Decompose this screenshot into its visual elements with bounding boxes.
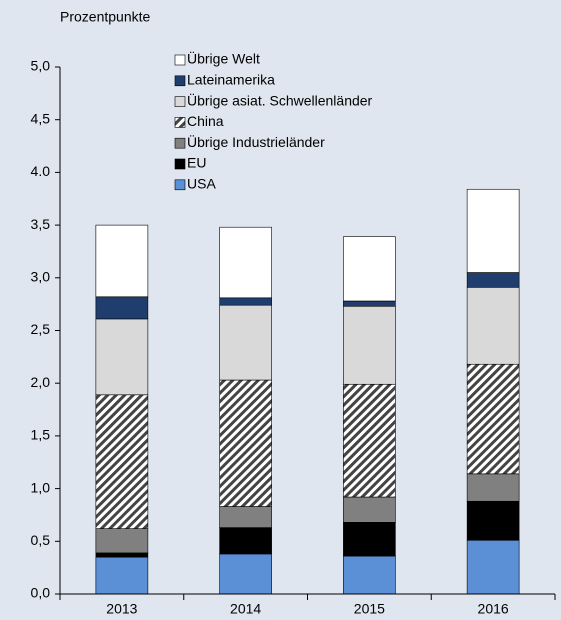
y-tick-label: 2,5 <box>31 321 51 337</box>
y-tick-label: 1,0 <box>31 479 51 495</box>
legend-swatch <box>174 75 186 87</box>
bar-segment <box>95 552 149 558</box>
x-tick-label: 2014 <box>230 601 261 617</box>
bar-segment <box>219 304 272 381</box>
y-tick-label: 5,0 <box>31 58 51 74</box>
bar-segment <box>343 496 396 523</box>
bar-segment <box>343 305 396 385</box>
bar-segment <box>466 286 520 365</box>
bar-segment <box>95 394 149 529</box>
y-tick-label: 0,5 <box>31 532 51 548</box>
legend-swatch <box>174 137 186 149</box>
legend-label: EU <box>187 155 206 171</box>
bar-segment <box>219 553 272 595</box>
x-tick-label: 2015 <box>354 601 385 617</box>
bar-segment <box>219 379 272 507</box>
legend-swatch <box>174 179 186 191</box>
legend-label: Übrige Welt <box>187 50 260 67</box>
bar-segment <box>95 528 149 554</box>
legend-swatch <box>174 54 186 66</box>
legend-label: USA <box>187 176 216 192</box>
bar-segment <box>219 506 272 528</box>
y-tick-label: 1,5 <box>31 427 51 443</box>
bar-segment <box>95 224 149 298</box>
bar-segment <box>343 300 396 307</box>
legend-label: Lateinamerika <box>187 72 275 88</box>
y-tick-label: 3,0 <box>31 269 51 285</box>
y-tick-label: 4.0 <box>31 163 51 179</box>
bar-segment <box>343 522 396 557</box>
y-axis-title: Prozentpunkte <box>60 9 150 25</box>
bar-segment <box>466 473 520 502</box>
bar-segment <box>95 296 149 320</box>
bar-segment <box>466 363 520 475</box>
bar-segment <box>219 527 272 555</box>
legend-label: China <box>187 113 224 129</box>
bar-segment <box>219 226 272 299</box>
bar-segment <box>95 318 149 396</box>
x-tick-label: 2013 <box>106 601 137 617</box>
y-tick-label: 4,5 <box>31 110 51 126</box>
bar-segment <box>219 297 272 306</box>
bar-segment <box>466 500 520 541</box>
legend-swatch <box>174 158 186 170</box>
bar-segment <box>343 383 396 498</box>
bar-segment <box>343 555 396 595</box>
y-tick-label: 0,0 <box>31 585 51 601</box>
legend-label: Übrige Industrieländer <box>187 133 325 150</box>
legend-label: Übrige asiat. Schwellenländer <box>187 91 373 108</box>
bar-segment <box>466 188 520 273</box>
bar-segment <box>343 236 396 302</box>
legend-swatch <box>174 96 186 107</box>
bar-segment <box>466 539 520 595</box>
bar-segment <box>95 556 149 595</box>
y-tick-label: 2,0 <box>31 374 51 390</box>
legend-swatch <box>174 117 186 128</box>
bar-segment <box>466 272 520 288</box>
y-tick-label: 3,5 <box>31 216 51 232</box>
x-tick-label: 2016 <box>478 601 509 617</box>
